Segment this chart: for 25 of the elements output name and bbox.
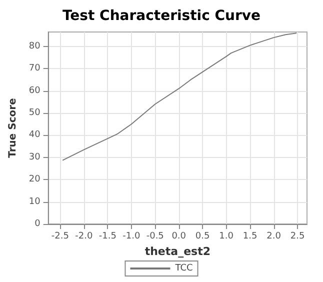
y-tick-label: 60	[28, 86, 41, 96]
y-tick-label: 20	[28, 174, 41, 185]
legend-label: TCC	[174, 264, 193, 274]
y-tick-label: 40	[28, 130, 41, 140]
x-tick-label: 2.5	[290, 232, 305, 242]
x-tick-label: -2.0	[75, 232, 93, 242]
x-tick-label: 0.5	[195, 232, 210, 242]
x-axis-title: theta_est2	[144, 244, 211, 258]
x-tick-label: -2.5	[51, 232, 69, 242]
y-tick-label: 10	[28, 196, 41, 207]
chart-title: Test Characteristic Curve	[62, 8, 261, 24]
y-tick-label: 0	[34, 219, 41, 229]
x-tick-label: 1.0	[219, 232, 234, 242]
y-tick-label: 50	[28, 108, 41, 118]
y-tick-label: 70	[28, 64, 41, 74]
x-tick-label: -1.0	[122, 232, 140, 242]
x-tick-label: 2.0	[266, 232, 282, 242]
y-axis-title: True Score	[8, 98, 18, 158]
x-tick-label: -0.5	[146, 232, 164, 242]
x-tick-label: -1.5	[98, 232, 116, 242]
x-tick-label: 1.5	[242, 232, 258, 242]
y-tick-label: 80	[28, 41, 41, 52]
x-tick-label: 0.0	[172, 232, 186, 242]
line-series	[62, 32, 298, 161]
y-tick-label: 30	[28, 152, 41, 162]
